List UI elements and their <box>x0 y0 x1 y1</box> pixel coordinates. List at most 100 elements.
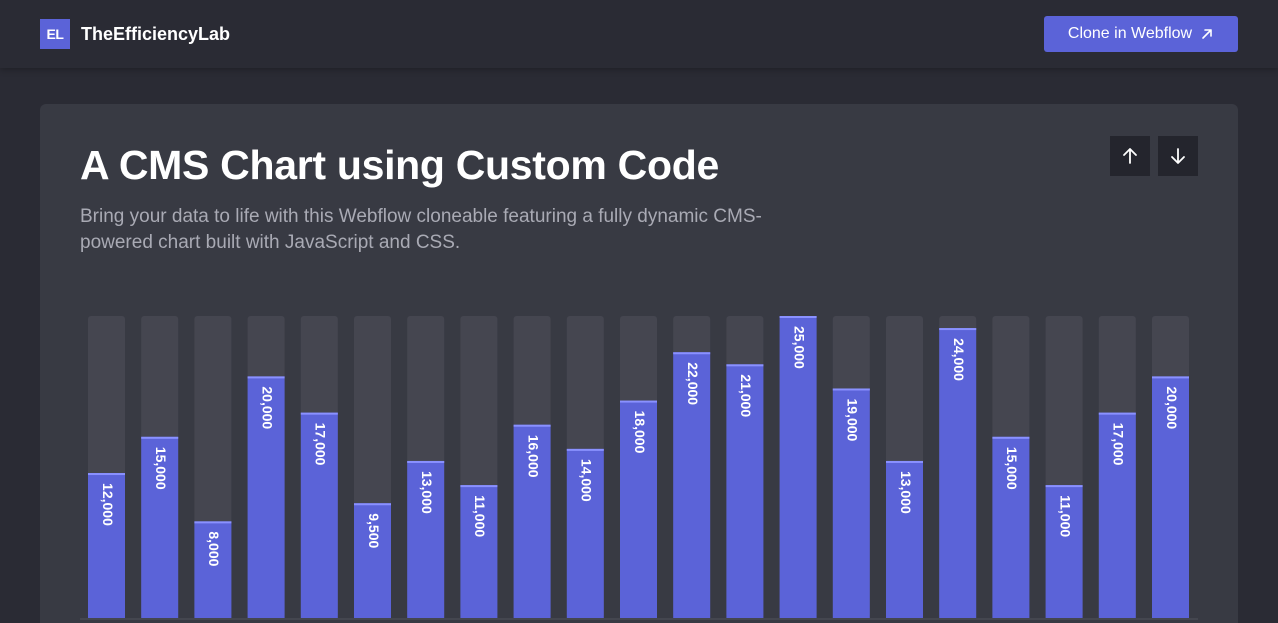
bar <box>939 328 977 618</box>
bar-top-highlight <box>939 328 977 331</box>
navbar: EL TheEfficiencyLab Clone in Webflow <box>0 0 1278 68</box>
page-title: A CMS Chart using Custom Code <box>80 142 719 188</box>
bar <box>513 424 551 618</box>
bar-top-highlight <box>247 376 285 379</box>
bar-top-highlight <box>886 460 923 463</box>
bar <box>141 436 179 618</box>
bar-top-highlight <box>88 473 125 476</box>
bar-group: 11,000 <box>460 316 498 618</box>
bar-group: 14,000 <box>566 316 604 618</box>
bar-label: 13,000 <box>419 471 435 514</box>
bar-label: 11,000 <box>472 495 488 537</box>
bar-group: 25,000 <box>779 316 817 618</box>
bar-label: 13,000 <box>898 471 914 514</box>
bar-group: 11,000 <box>1045 316 1083 618</box>
bar-label: 17,000 <box>313 423 329 466</box>
bar-label: 19,000 <box>845 398 861 441</box>
sort-ascending-button[interactable] <box>1110 136 1150 176</box>
bar-top-highlight <box>513 424 551 427</box>
sort-descending-button[interactable] <box>1158 136 1198 176</box>
bar <box>1098 412 1136 618</box>
bar <box>300 412 338 618</box>
bar <box>726 364 764 618</box>
bar-top-highlight <box>620 400 657 403</box>
brand-logo: EL <box>40 19 70 49</box>
bar-top-highlight <box>194 521 232 524</box>
bar-group: 13,000 <box>407 316 445 618</box>
arrow-down-icon <box>1168 146 1188 166</box>
bar-chart: 12,000 15,000 8,000 20,000 17,000 9,500 13,000… <box>40 104 1238 623</box>
bar-label: 15,000 <box>1004 447 1020 490</box>
bar <box>247 376 285 618</box>
bar <box>88 473 125 618</box>
bar-chart-svg: 12,000 15,000 8,000 20,000 17,000 9,500 13,000… <box>80 316 1198 620</box>
bar-group: 19,000 <box>832 316 870 618</box>
bar <box>832 388 870 618</box>
bar-group: 9,500 <box>354 316 391 618</box>
bar <box>673 352 711 618</box>
bar-group: 21,000 <box>726 316 764 618</box>
bar-group: 18,000 <box>620 316 657 618</box>
bar-top-highlight <box>460 485 498 488</box>
page-subtitle: Bring your data to life with this Webflo… <box>80 206 762 253</box>
bar-group: 17,000 <box>300 316 338 618</box>
bar-group: 12,000 <box>88 316 125 618</box>
bar-label: 12,000 <box>100 483 116 526</box>
bar-top-highlight <box>354 503 391 506</box>
arrow-up-icon <box>1120 146 1140 166</box>
bar-label: 11,000 <box>1057 495 1073 537</box>
bar-top-highlight <box>407 460 445 463</box>
bar-label: 25,000 <box>791 326 807 369</box>
chart-card: A CMS Chart using Custom Code Bring your… <box>40 104 1238 623</box>
bar-group: 15,000 <box>992 316 1030 618</box>
bar-group: 20,000 <box>247 316 285 618</box>
bar <box>1045 485 1083 618</box>
bar <box>886 460 923 618</box>
bar-label: 20,000 <box>1164 386 1180 429</box>
bar-group: 16,000 <box>513 316 551 618</box>
bar-top-highlight <box>300 412 338 415</box>
bar-group: 13,000 <box>886 316 923 618</box>
bar-top-highlight <box>1098 412 1136 415</box>
clone-in-webflow-button[interactable]: Clone in Webflow <box>1044 16 1238 52</box>
bar-top-highlight <box>992 436 1030 439</box>
bar <box>407 460 445 618</box>
bar-label: 21,000 <box>738 374 754 417</box>
clone-button-label: Clone in Webflow <box>1067 25 1193 42</box>
bar-label: 17,000 <box>1111 423 1127 466</box>
bar-top-highlight <box>832 388 870 391</box>
bar-label: 9,500 <box>366 513 382 548</box>
bar-label: 18,000 <box>632 411 648 454</box>
bar-top-highlight <box>779 316 817 318</box>
bar <box>194 521 232 618</box>
bar-label: 14,000 <box>579 459 595 502</box>
bar-label: 20,000 <box>259 386 275 429</box>
bar-top-highlight <box>141 436 179 439</box>
brand[interactable]: EL TheEfficiencyLab <box>40 19 230 49</box>
bar-group: 15,000 <box>141 316 179 618</box>
bar-group: 17,000 <box>1098 316 1136 618</box>
bar-top-highlight <box>566 448 604 451</box>
bar <box>566 448 604 618</box>
bar-top-highlight <box>1045 485 1083 488</box>
arrow-up-right-icon <box>1200 27 1214 41</box>
brand-name: TheEfficiencyLab <box>81 23 231 44</box>
bar-label: 8,000 <box>206 531 222 566</box>
bar-label: 15,000 <box>153 447 169 490</box>
bar <box>1152 376 1189 618</box>
bar-label: 22,000 <box>685 362 701 405</box>
bar-top-highlight <box>1152 376 1189 379</box>
bar-group: 24,000 <box>939 316 977 618</box>
bar <box>992 436 1030 618</box>
bar-group: 22,000 <box>673 316 711 618</box>
bar-label: 16,000 <box>525 435 541 478</box>
bar <box>460 485 498 618</box>
bar <box>354 503 391 618</box>
bar-group: 20,000 <box>1152 316 1189 618</box>
bar-label: 24,000 <box>951 338 967 381</box>
bar-group: 8,000 <box>194 316 232 618</box>
bar <box>620 400 657 618</box>
bar-top-highlight <box>726 364 764 367</box>
bar-top-highlight <box>673 352 711 355</box>
bar <box>779 316 817 618</box>
